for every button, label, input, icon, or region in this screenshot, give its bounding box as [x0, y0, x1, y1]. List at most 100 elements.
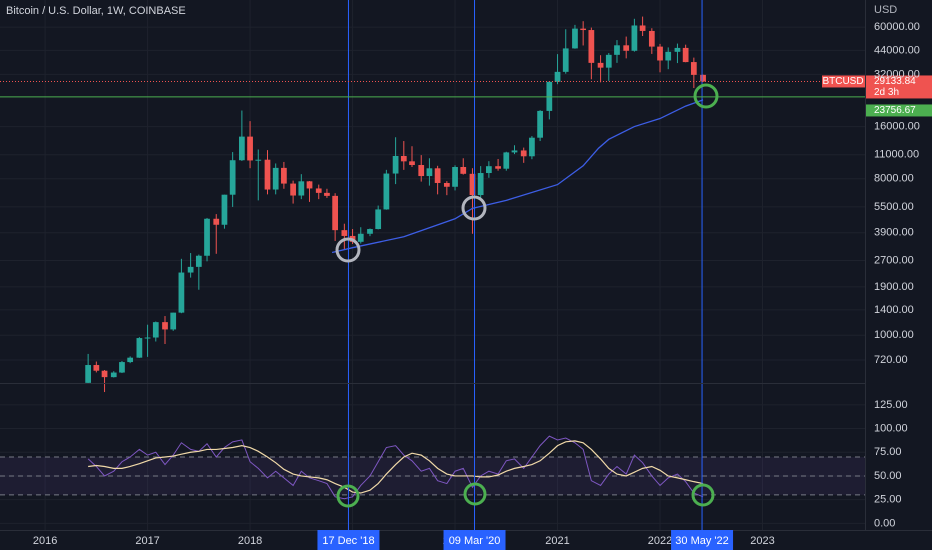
candle-body — [357, 233, 364, 242]
candle-body — [247, 136, 253, 161]
price-tag: 23756.67 — [874, 105, 916, 116]
candle-body — [195, 255, 202, 267]
candle-body — [127, 357, 134, 363]
candle-body — [477, 173, 484, 196]
y-tick-label: 50.00 — [874, 470, 902, 482]
x-tick-label: 2023 — [750, 535, 774, 547]
candle-body — [178, 272, 185, 313]
candle-body — [623, 45, 630, 51]
candle-body — [554, 71, 561, 82]
candle-body — [332, 195, 339, 231]
candle-body — [469, 173, 476, 196]
candle-body — [264, 159, 271, 190]
marker-label: 17 Dec '18 — [322, 535, 374, 547]
candle-body — [700, 74, 706, 82]
candle-body — [657, 46, 663, 61]
y-tick-label: 1900.00 — [874, 281, 914, 293]
y-tick-label: 100.00 — [874, 422, 908, 434]
candle-body — [392, 156, 399, 174]
candle-body — [485, 166, 492, 174]
y-tick-label: 75.00 — [874, 446, 902, 458]
candle-body — [639, 25, 646, 31]
marker-label-box — [317, 530, 380, 550]
candle-body — [674, 47, 681, 52]
y-tick-label: 32000.00 — [874, 68, 920, 80]
candle-body — [605, 54, 612, 68]
candle-body — [101, 370, 108, 378]
candle-body — [204, 218, 210, 256]
candle-body — [648, 30, 655, 47]
candle-body — [152, 322, 159, 338]
candle-body — [418, 165, 425, 177]
candle-body — [409, 161, 415, 166]
candle-body — [597, 62, 604, 68]
rsi-line — [88, 440, 704, 494]
x-tick-label: 2022 — [648, 535, 672, 547]
candle-body — [272, 167, 279, 190]
candle-body — [306, 181, 313, 189]
price-tag-box — [866, 75, 932, 99]
annotation-circle — [693, 83, 719, 109]
y-tick-label: 11000.00 — [874, 149, 919, 161]
annotation-circle — [336, 484, 360, 508]
candle-body — [229, 160, 236, 195]
candle-body — [520, 150, 527, 157]
candle-body — [85, 365, 92, 383]
candle-body — [537, 110, 543, 138]
candle-body — [375, 209, 382, 230]
y-tick-label: 720.00 — [874, 354, 908, 366]
candle-body — [213, 218, 220, 225]
candle-body — [452, 166, 458, 187]
candle-body — [144, 337, 151, 339]
candle-body — [367, 229, 373, 234]
candle-body — [460, 166, 467, 174]
candle-body — [324, 192, 330, 196]
plot — [0, 0, 865, 530]
candle-body — [290, 183, 296, 196]
candle-body — [110, 372, 117, 378]
candle-body — [136, 338, 143, 358]
candle-body — [298, 181, 305, 196]
candle-body — [221, 194, 228, 225]
marker-label-box — [671, 530, 734, 550]
candle-body — [443, 182, 450, 187]
candle-body — [426, 168, 433, 177]
candle-body — [93, 365, 100, 371]
annotation-circle — [335, 237, 361, 263]
x-tick-label: 2021 — [545, 535, 569, 547]
y-tick-label: 44000.00 — [874, 44, 920, 56]
candle-body — [511, 150, 518, 153]
candle-body — [315, 188, 322, 193]
candle-body — [572, 28, 578, 49]
grid — [0, 0, 865, 530]
y-tick-label: 60000.00 — [874, 21, 920, 33]
countdown: 2d 3h — [874, 87, 899, 98]
x-tick-label: 2016 — [33, 535, 57, 547]
y-tick-label: 3900.00 — [874, 227, 914, 239]
candle-body — [562, 48, 569, 72]
annotation-circle — [461, 195, 487, 221]
x-tick-label: 2017 — [135, 535, 159, 547]
rsi-line — [87, 435, 704, 500]
candle-body — [187, 266, 194, 273]
symbol-tag: BTCUSD — [822, 76, 863, 87]
y-tick-label: 0.00 — [874, 517, 895, 529]
marker-label: 09 Mar '20 — [449, 535, 501, 547]
candle-body — [341, 230, 348, 236]
marker-label-box — [443, 530, 506, 550]
candle-body — [529, 137, 535, 157]
y-tick-label: 8000.00 — [874, 173, 914, 185]
candle-body — [281, 167, 287, 184]
candle-body — [383, 173, 390, 210]
y-tick-label: 1000.00 — [874, 329, 914, 341]
chart-title: Bitcoin / U.S. Dollar, 1W, COINBASE — [6, 5, 186, 17]
annotation-circle — [691, 483, 715, 507]
candle-body — [665, 51, 672, 61]
price-tag: 29133.84 — [874, 76, 916, 87]
candle-body — [119, 362, 125, 373]
candle-body — [400, 156, 407, 162]
marker-label: 30 May '22 — [675, 535, 728, 547]
candle-body — [162, 322, 168, 330]
